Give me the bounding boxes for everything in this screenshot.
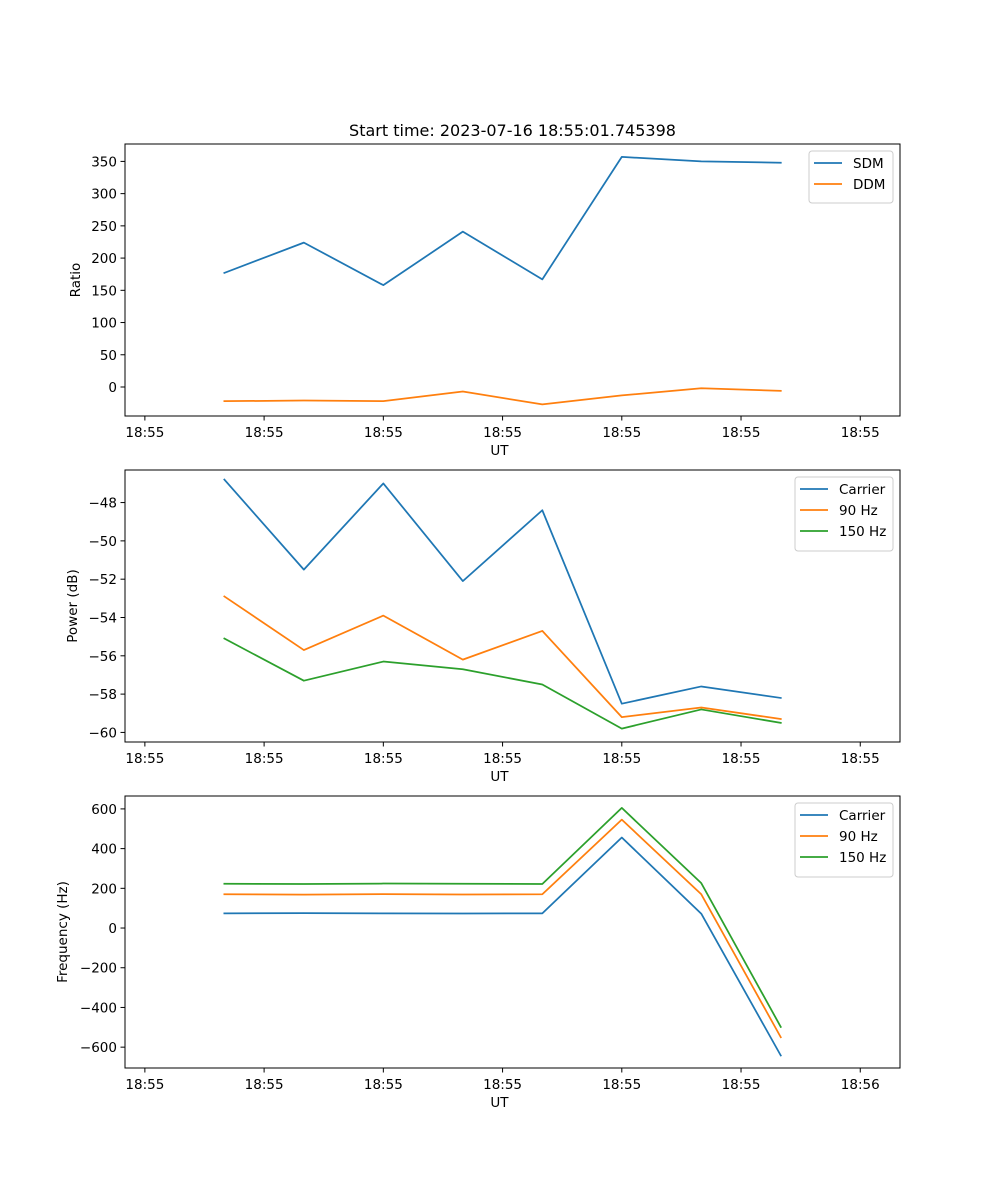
x-tick-label: 18:55 xyxy=(841,425,880,441)
y-tick-label: 150 xyxy=(91,283,117,299)
x-tick-label: 18:55 xyxy=(602,1077,641,1093)
y-tick-label: 0 xyxy=(108,921,117,937)
series-line-sdm xyxy=(223,156,782,287)
y-tick-label: −400 xyxy=(80,1000,117,1016)
x-tick-label: 18:55 xyxy=(722,751,761,767)
x-axis-label: UT xyxy=(490,1095,509,1111)
legend-label: DDM xyxy=(853,177,885,193)
x-tick-label: 18:56 xyxy=(841,1077,880,1093)
legend-label: 150 Hz xyxy=(839,524,886,540)
y-tick-label: −56 xyxy=(89,649,118,665)
x-tick-label: 18:55 xyxy=(364,1077,403,1093)
x-tick-label: 18:55 xyxy=(841,751,880,767)
legend-box xyxy=(808,150,894,204)
y-tick-label: −48 xyxy=(89,496,118,512)
legend-label: SDM xyxy=(853,156,884,172)
y-axis-label: Frequency (Hz) xyxy=(55,881,71,983)
y-tick-label: 350 xyxy=(91,154,117,170)
legend-label: 90 Hz xyxy=(839,829,878,845)
y-axis-label: Ratio xyxy=(68,263,84,298)
series-line-90-hz xyxy=(223,818,782,1039)
y-tick-label: −60 xyxy=(89,725,118,741)
chart-1: 18:55 18:55 18:55 18:55 18:55 18:55 18:55 0 50 10… xyxy=(68,121,901,459)
axes-frame xyxy=(124,469,901,743)
x-tick-label: 18:55 xyxy=(125,751,164,767)
legend-label: Carrier xyxy=(839,482,886,498)
x-tick-label: 18:55 xyxy=(602,751,641,767)
x-tick-label: 18:55 xyxy=(602,425,641,441)
x-tick-label: 18:55 xyxy=(245,425,284,441)
x-tick-label: 18:55 xyxy=(245,1077,284,1093)
y-tick-label: 300 xyxy=(91,187,117,203)
legend-box xyxy=(794,802,894,878)
y-tick-label: 600 xyxy=(91,802,117,818)
y-tick-label: 50 xyxy=(100,348,117,364)
y-tick-label: 0 xyxy=(108,380,117,396)
series-line-carrier xyxy=(223,478,782,705)
x-tick-label: 18:55 xyxy=(722,425,761,441)
series-line-90-hz xyxy=(223,595,782,721)
y-tick-label: −52 xyxy=(89,572,118,588)
legend-label: 90 Hz xyxy=(839,503,878,519)
chart-3: 18:55 18:55 18:55 18:55 18:55 18:55 18:56 −600 −… xyxy=(55,795,901,1111)
chart-title: Start time: 2023-07-16 18:55:01.745398 xyxy=(349,121,676,140)
y-tick-label: −50 xyxy=(89,534,118,550)
legend: Carrier 90 Hz 150 Hz xyxy=(794,476,894,552)
legend-label: 150 Hz xyxy=(839,850,886,866)
legend: Carrier 90 Hz 150 Hz xyxy=(794,802,894,878)
chart-2: 18:55 18:55 18:55 18:55 18:55 18:55 18:55 −60 −5… xyxy=(65,469,901,785)
x-tick-label: 18:55 xyxy=(483,751,522,767)
axes-frame xyxy=(124,143,901,417)
legend-label: Carrier xyxy=(839,808,886,824)
x-tick-label: 18:55 xyxy=(364,425,403,441)
series-line-ddm xyxy=(223,387,782,406)
x-tick-label: 18:55 xyxy=(364,751,403,767)
series-line-150-hz xyxy=(223,637,782,730)
y-tick-label: 400 xyxy=(91,842,117,858)
x-tick-label: 18:55 xyxy=(483,425,522,441)
y-tick-label: −54 xyxy=(89,610,118,626)
y-tick-label: 250 xyxy=(91,219,117,235)
y-tick-label: −58 xyxy=(89,687,118,703)
y-tick-label: −600 xyxy=(80,1040,117,1056)
y-tick-label: 200 xyxy=(91,251,117,267)
x-axis-label: UT xyxy=(490,769,509,785)
y-tick-label: 100 xyxy=(91,316,117,332)
legend: SDM DDM xyxy=(808,150,894,204)
x-tick-label: 18:55 xyxy=(125,425,164,441)
x-tick-label: 18:55 xyxy=(245,751,284,767)
series-line-150-hz xyxy=(223,807,782,1029)
x-tick-label: 18:55 xyxy=(125,1077,164,1093)
x-tick-label: 18:55 xyxy=(722,1077,761,1093)
x-axis-label: UT xyxy=(490,443,509,459)
x-tick-label: 18:55 xyxy=(483,1077,522,1093)
y-axis-label: Power (dB) xyxy=(65,569,81,642)
y-tick-label: 200 xyxy=(91,881,117,897)
series-line-carrier xyxy=(223,836,782,1057)
y-tick-label: −200 xyxy=(80,961,117,977)
axes-frame xyxy=(124,795,901,1069)
legend-box xyxy=(794,476,894,552)
